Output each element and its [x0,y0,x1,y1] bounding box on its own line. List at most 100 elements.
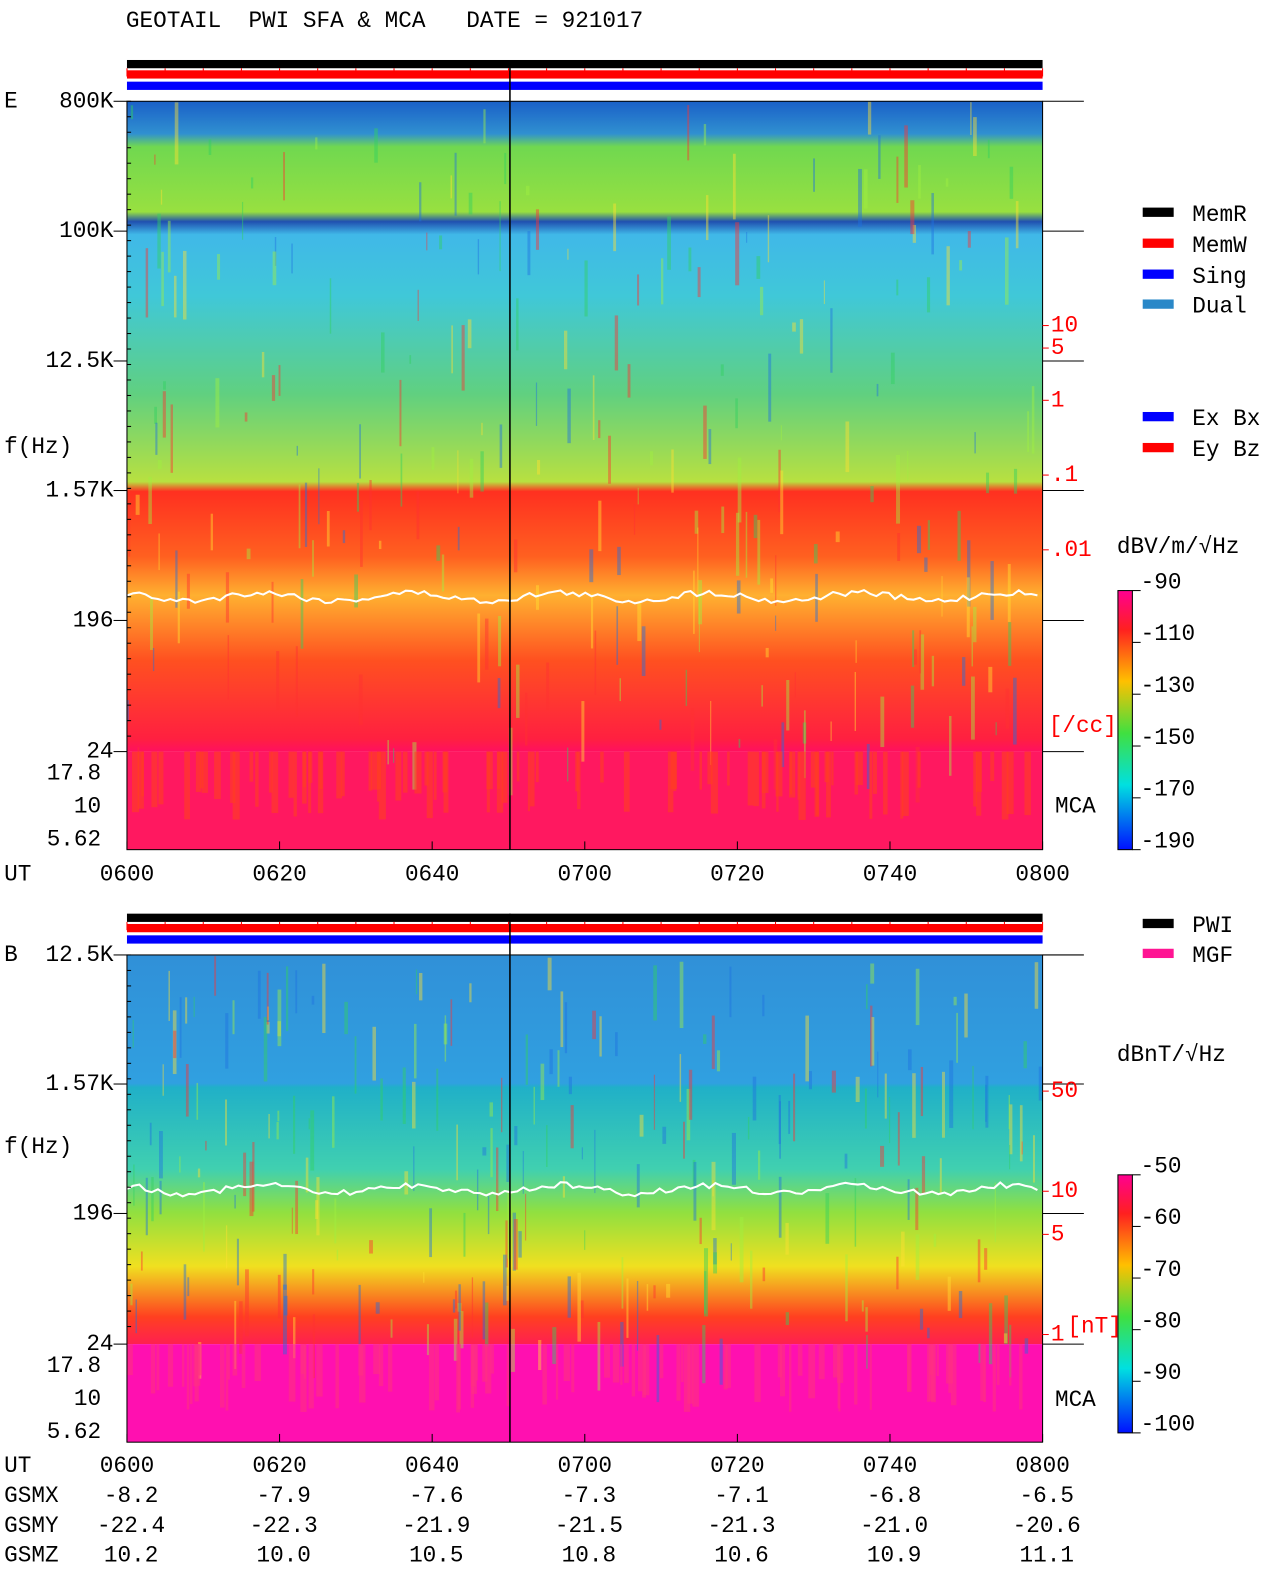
colorbar-tick-label: -100 [1141,1412,1195,1438]
spectrogram-texture [399,379,402,447]
spectrogram-texture [878,135,881,179]
spectrogram-texture [436,1068,439,1131]
spectrogram-texture [547,957,552,991]
spectrogram-texture [639,1114,644,1137]
spectrogram-texture [920,634,925,690]
mca-texture [604,1344,610,1378]
spectrogram-texture [693,1161,697,1221]
spectrogram-texture [413,1023,417,1079]
spectrogram-texture [161,251,164,307]
spectrogram-texture [747,1116,750,1140]
spectrogram-texture [152,647,155,672]
mca-texture [797,751,801,800]
spectrogram-texture [162,1064,164,1096]
orbit-value: -22.4 [97,1513,165,1539]
mca-texture [723,1344,728,1390]
spectrogram-texture [234,1194,236,1209]
spectrogram-texture [426,232,428,251]
spectrogram-texture [685,669,688,706]
spectrogram-texture [933,1233,937,1247]
spectrogram-texture [540,1063,545,1101]
spectrogram-texture [865,984,868,1010]
spectrogram-texture [375,1302,380,1314]
spectrogram-texture [498,616,502,667]
mca-texture [577,751,581,810]
spectrogram-texture [483,109,486,144]
mca-texture [555,1344,559,1400]
spectrogram-texture [412,1081,416,1129]
spectrogram-texture [646,1284,649,1311]
spectrogram-texture [1013,677,1017,745]
spectrogram-texture [985,1075,989,1128]
spectrogram-texture [896,1256,899,1290]
spectrogram-texture [1027,411,1030,452]
mca-texture [659,1344,664,1379]
spectrogram-texture [183,1264,187,1320]
orbit-value: 10.6 [714,1543,768,1569]
spectrogram-texture [250,177,254,189]
spectrogram-texture [788,1100,791,1134]
spectrogram-texture [752,1076,757,1121]
mca-texture [424,751,429,786]
spectrogram-texture [990,561,994,620]
spectrogram-texture [457,1303,462,1312]
mca-texture [189,1344,193,1404]
spectrogram-texture [762,1267,766,1282]
y-axis-label: f(Hz) [4,1134,72,1160]
spectrogram-texture [910,685,915,728]
spectrogram-texture [988,666,993,693]
spectrogram-texture [557,1050,560,1087]
status-bar [126,59,1043,69]
spectrogram-texture [157,213,161,269]
spectrogram-texture [896,156,899,203]
panel-label: B [4,942,18,968]
mca-texture [831,751,834,786]
mca-texture [485,1344,492,1394]
mca-texture [631,1344,636,1397]
spectrogram-texture [641,626,646,676]
colorbar [1117,590,1133,851]
spectrogram-texture [912,225,916,243]
spectrogram-texture [318,468,320,525]
mca-texture [900,751,904,819]
spectrogram-texture [278,365,281,396]
spectrogram-texture [378,540,382,550]
spectrogram-texture [711,1015,715,1069]
spectrogram-texture [697,527,699,595]
spectrogram-texture [656,1335,660,1403]
spectrogram-texture [459,1311,464,1349]
mca-texture [201,751,208,793]
spectrogram-texture [527,231,531,276]
mca-texture [950,1344,957,1406]
spectrogram-texture [312,1314,316,1379]
spectrogram-texture [598,420,601,439]
spectrogram-texture [770,578,774,593]
mca-texture [710,751,718,814]
spectrogram-texture [145,1177,148,1236]
spectrogram-texture [780,470,784,535]
mca-texture [268,751,273,793]
right-tick-label: 5 [1051,335,1065,361]
colorbar-tick-label: -70 [1141,1257,1182,1283]
spectrogram-texture [785,1222,789,1255]
spectrogram-texture [322,963,326,1034]
mca-texture [623,751,630,812]
colorbar-tick-label: -60 [1141,1205,1182,1231]
x-tick-label: 0620 [252,861,306,887]
spectrogram-texture [831,1070,836,1093]
spectrogram-texture [592,1010,596,1040]
spectrogram-texture [232,1000,235,1035]
spectrogram-texture [513,1219,518,1270]
spectrogram-texture [802,722,807,744]
spectrogram-texture [454,1290,458,1309]
spectrogram-texture [1004,1295,1008,1345]
spectrogram-texture [512,1212,516,1271]
spectrogram-texture [130,105,134,120]
spectrogram-texture [967,231,971,248]
spectrogram-texture [315,1200,319,1219]
spectrogram-texture [988,1303,993,1365]
spectrogram-texture [880,1145,885,1167]
spectrogram-texture [884,1073,887,1119]
orbit-value: -21.5 [555,1513,623,1539]
